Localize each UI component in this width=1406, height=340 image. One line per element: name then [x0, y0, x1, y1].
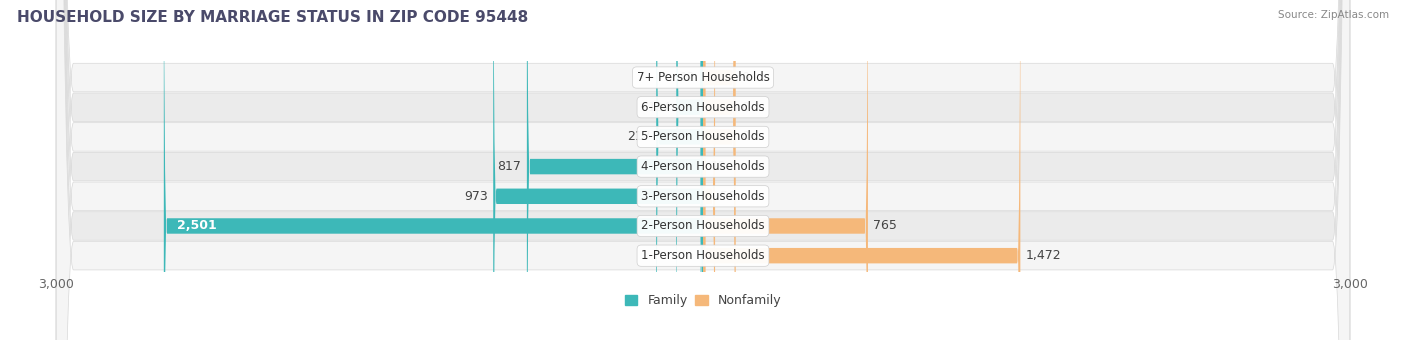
FancyBboxPatch shape	[56, 0, 1350, 340]
FancyBboxPatch shape	[527, 0, 703, 340]
Text: 1,472: 1,472	[1026, 249, 1062, 262]
FancyBboxPatch shape	[703, 0, 1021, 340]
Text: 2,501: 2,501	[177, 220, 217, 233]
Text: 56: 56	[720, 190, 737, 203]
Text: 0: 0	[741, 101, 749, 114]
FancyBboxPatch shape	[56, 0, 1350, 340]
Text: HOUSEHOLD SIZE BY MARRIAGE STATUS IN ZIP CODE 95448: HOUSEHOLD SIZE BY MARRIAGE STATUS IN ZIP…	[17, 10, 529, 25]
Text: 765: 765	[873, 220, 897, 233]
Text: 0: 0	[741, 71, 749, 84]
FancyBboxPatch shape	[703, 0, 868, 340]
FancyBboxPatch shape	[703, 0, 735, 340]
Text: 124: 124	[647, 101, 671, 114]
Text: 1-Person Households: 1-Person Households	[641, 249, 765, 262]
Text: 3-Person Households: 3-Person Households	[641, 190, 765, 203]
FancyBboxPatch shape	[703, 0, 735, 340]
FancyBboxPatch shape	[56, 0, 1350, 340]
Text: Source: ZipAtlas.com: Source: ZipAtlas.com	[1278, 10, 1389, 20]
Legend: Family, Nonfamily: Family, Nonfamily	[620, 289, 786, 312]
FancyBboxPatch shape	[657, 0, 703, 340]
Text: 2-Person Households: 2-Person Households	[641, 220, 765, 233]
FancyBboxPatch shape	[676, 0, 703, 340]
FancyBboxPatch shape	[56, 0, 1350, 340]
Text: 973: 973	[464, 190, 488, 203]
Text: 6-Person Households: 6-Person Households	[641, 101, 765, 114]
Text: 7+ Person Households: 7+ Person Households	[637, 71, 769, 84]
FancyBboxPatch shape	[165, 0, 703, 340]
Text: 5-Person Households: 5-Person Households	[641, 131, 765, 143]
FancyBboxPatch shape	[56, 0, 1350, 340]
FancyBboxPatch shape	[703, 0, 716, 340]
FancyBboxPatch shape	[703, 0, 706, 340]
Text: 817: 817	[498, 160, 522, 173]
FancyBboxPatch shape	[56, 0, 1350, 340]
Text: 4-Person Households: 4-Person Households	[641, 160, 765, 173]
Text: 12: 12	[711, 160, 727, 173]
FancyBboxPatch shape	[494, 0, 703, 340]
Text: 217: 217	[627, 131, 651, 143]
Text: 0: 0	[741, 131, 749, 143]
Text: 12: 12	[679, 71, 695, 84]
FancyBboxPatch shape	[700, 0, 703, 340]
FancyBboxPatch shape	[703, 0, 735, 340]
FancyBboxPatch shape	[56, 0, 1350, 340]
